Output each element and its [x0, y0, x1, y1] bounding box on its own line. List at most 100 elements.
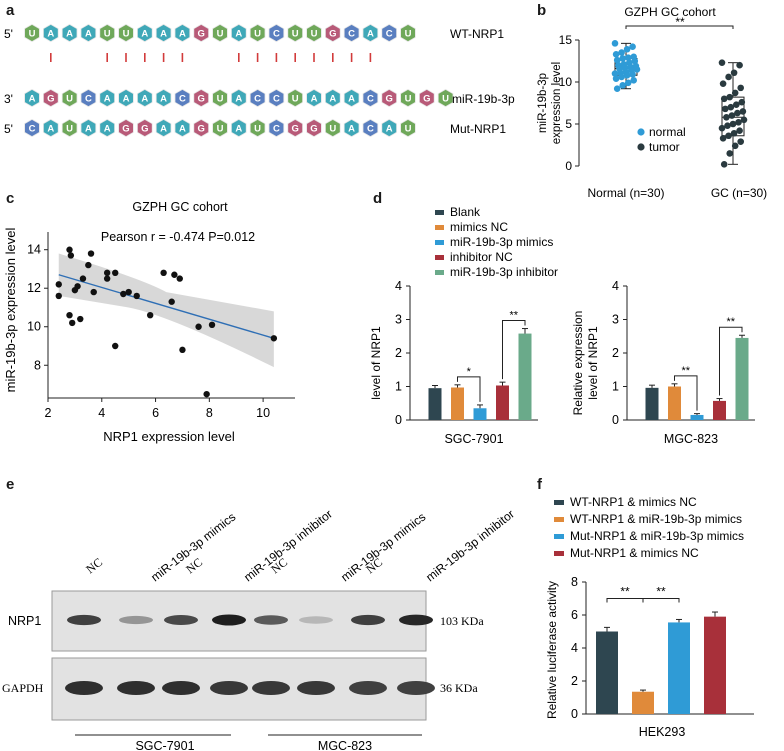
- y-tick-label: 14: [27, 243, 41, 257]
- nucleotide-hexagon: [230, 88, 247, 108]
- nucleotide-hexagon: [306, 118, 322, 138]
- prime-label: 5': [4, 27, 13, 41]
- legend-swatch: [554, 517, 564, 522]
- x-tick-label: 10: [256, 406, 270, 420]
- y-axis-label-line1: miR-19b-3p: [537, 73, 549, 133]
- nucleotide-letter: U: [405, 94, 412, 105]
- data-point: [125, 288, 132, 296]
- size-marker: 36 KDa: [440, 681, 478, 695]
- nucleotide-hexagon: [99, 23, 115, 43]
- data-point: [613, 56, 621, 64]
- nucleotide-hexagon: [24, 118, 40, 138]
- legend-swatch: [435, 225, 444, 230]
- chart-title: SGC-7901: [444, 432, 503, 446]
- nucleotide-letter: A: [47, 124, 54, 135]
- x-category-label: Normal (n=30): [587, 186, 664, 200]
- y-tick-label: 3: [612, 313, 619, 327]
- boxplot-panel: GZPH GC cohort 0 5 10 15 miR-19b-3p expression…: [537, 5, 767, 200]
- data-point: [612, 50, 620, 58]
- nucleotide-letter: U: [442, 94, 449, 105]
- lane-label: miR-19b-3p inhibitor: [423, 507, 517, 585]
- significance-bracket: [642, 598, 680, 603]
- y-axis-label-line2: level of NRP1: [586, 326, 600, 400]
- data-point: [179, 346, 186, 354]
- nucleotide-hexagon: [230, 118, 247, 138]
- nucleotide-letter: C: [367, 124, 374, 135]
- lane-label: miR-19b-3p mimics: [338, 510, 428, 585]
- nrp1-band: [164, 615, 198, 625]
- data-point: [160, 269, 167, 277]
- lane-label: miR-19b-3p inhibitor: [241, 507, 335, 585]
- correlation-scatter-panel: GZPH GC cohort Pearson r = -0.474 P=0.012…: [3, 200, 295, 444]
- y-axis-label: miR-19b-3p expression level: [3, 228, 18, 393]
- data-point: [731, 89, 739, 97]
- data-point: [737, 138, 744, 145]
- nucleotide-hexagon: [362, 88, 379, 108]
- nucleotide-hexagon: [249, 23, 266, 43]
- bar: [428, 388, 442, 420]
- nucleotide-hexagon: [268, 118, 285, 138]
- nucleotide-letter: A: [179, 124, 186, 135]
- nucleotide-hexagon: [118, 23, 134, 43]
- nucleotide-letter: A: [348, 94, 355, 105]
- significance-bracket: [719, 326, 743, 396]
- nucleotide-letter: U: [29, 29, 36, 40]
- y-tick-label: 2: [612, 346, 619, 360]
- panel-letter-f: f: [537, 476, 542, 493]
- y-tick-label: 4: [571, 641, 578, 655]
- nucleotide-letter: C: [179, 94, 186, 105]
- y-tick-label: 5: [565, 117, 572, 131]
- nrp1-band: [254, 615, 288, 625]
- y-tick-label: 12: [27, 281, 41, 295]
- nucleotide-hexagon: [193, 88, 210, 108]
- data-point: [171, 271, 178, 278]
- nucleotide-letter: A: [141, 29, 148, 40]
- y-tick-label: 0: [571, 707, 578, 721]
- bar: [496, 385, 509, 420]
- data-point: [728, 112, 736, 119]
- data-point: [723, 113, 730, 121]
- nucleotide-letter: U: [329, 124, 336, 135]
- y-tick-label: 8: [34, 358, 41, 372]
- data-point: [203, 390, 210, 398]
- y-tick-label: 3: [395, 313, 402, 327]
- nucleotide-letter: A: [85, 29, 92, 40]
- data-point: [66, 311, 73, 319]
- nucleotide-hexagon: [324, 23, 341, 43]
- data-point: [85, 261, 92, 269]
- y-tick-label: 0: [612, 413, 619, 427]
- legend-marker: [637, 128, 645, 136]
- nrp1-band: [299, 616, 333, 624]
- nucleotide-hexagon: [174, 88, 191, 108]
- panel-letter-c: c: [6, 190, 15, 207]
- nucleotide-hexagon: [80, 88, 97, 108]
- y-tick-label: 0: [565, 159, 572, 173]
- nucleotide-letter: U: [405, 124, 412, 135]
- data-point: [176, 275, 183, 282]
- nucleotide-letter: A: [367, 29, 374, 40]
- gapdh-band: [397, 681, 435, 695]
- data-point: [736, 127, 743, 135]
- y-axis-label-line1: Relative expression: [571, 311, 585, 416]
- legend-label: WT-NRP1 & miR-19b-3p mimics: [570, 512, 742, 526]
- chart-title: GZPH GC cohort: [132, 200, 228, 214]
- nucleotide-hexagon: [249, 118, 266, 138]
- nucleotide-hexagon: [324, 118, 341, 138]
- data-point: [103, 275, 111, 282]
- significance-label: **: [620, 585, 630, 599]
- nucleotide-hexagon: [61, 118, 78, 138]
- y-tick-label: 2: [395, 346, 402, 360]
- data-point: [103, 269, 111, 277]
- row-label-gapdh: GAPDH: [2, 681, 44, 695]
- nucleotide-hexagon: [80, 118, 97, 138]
- nucleotide-letter: A: [29, 94, 36, 105]
- data-point: [720, 95, 728, 103]
- data-point: [619, 82, 626, 89]
- bar: [596, 631, 618, 714]
- data-point: [112, 269, 119, 277]
- nucleotide-hexagon: [268, 23, 285, 43]
- data-point: [731, 142, 739, 150]
- y-tick-label: 10: [559, 75, 573, 89]
